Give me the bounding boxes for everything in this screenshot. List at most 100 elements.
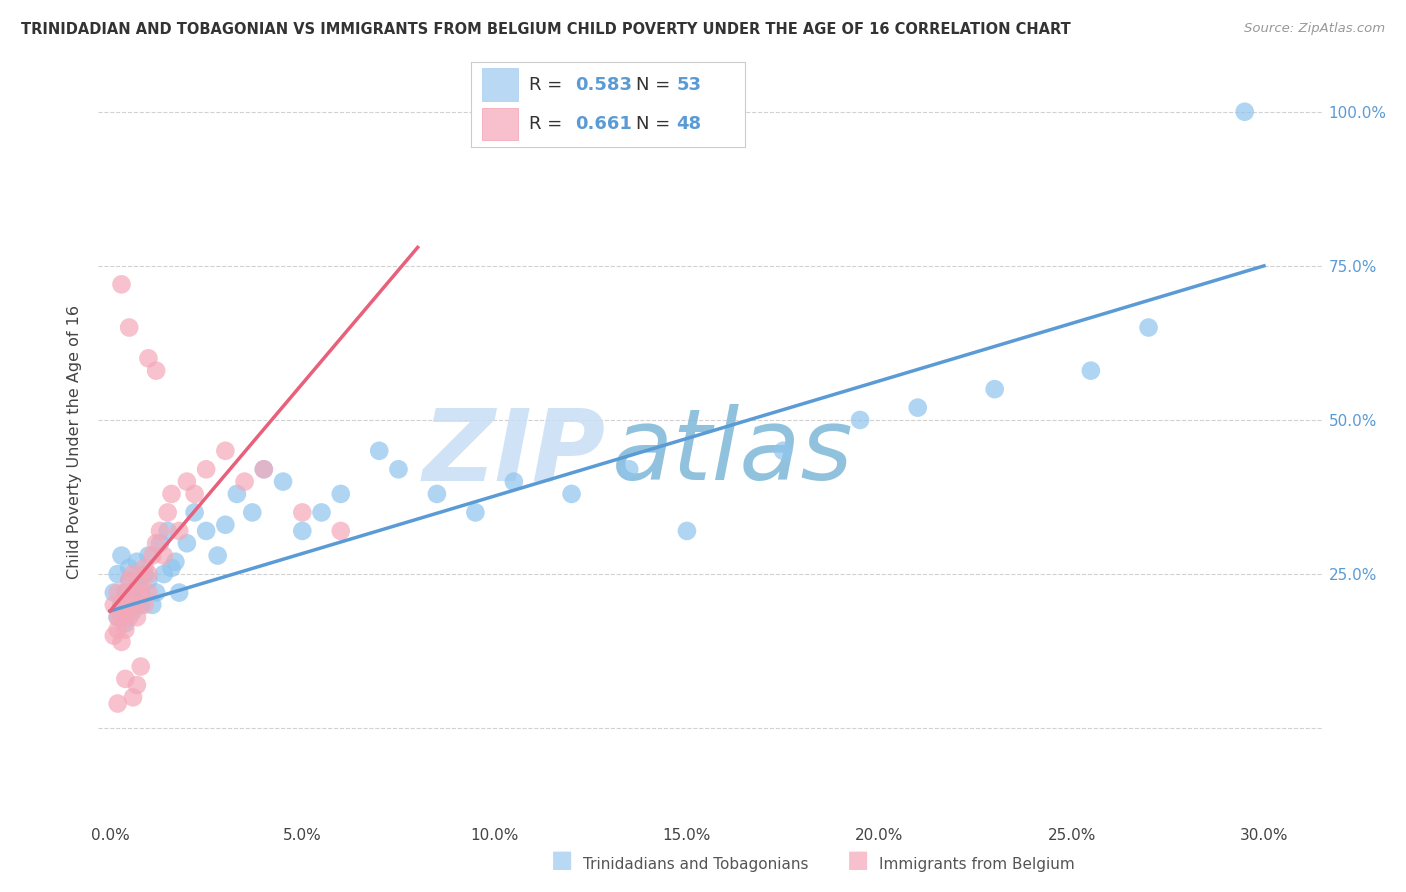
- Point: [122, 604, 145, 618]
- Text: ■: ■: [846, 848, 869, 872]
- Point: [125, 555, 148, 569]
- Point: [110, 635, 132, 649]
- Point: [271, 475, 294, 489]
- Text: Trinidadians and Tobagonians: Trinidadians and Tobagonians: [583, 857, 808, 872]
- Point: [156, 505, 179, 519]
- Bar: [482, 69, 517, 101]
- Point: [118, 561, 141, 575]
- Bar: [482, 108, 517, 140]
- Point: [103, 629, 125, 643]
- Text: atlas: atlas: [612, 404, 853, 501]
- Point: [183, 487, 205, 501]
- Point: [122, 585, 145, 599]
- Point: [103, 598, 125, 612]
- Point: [118, 573, 141, 587]
- Point: [983, 382, 1005, 396]
- Point: [156, 524, 179, 538]
- Point: [676, 524, 699, 538]
- Point: [114, 585, 136, 599]
- Point: [1080, 364, 1102, 378]
- Point: [129, 585, 152, 599]
- Point: [160, 487, 183, 501]
- Point: [329, 487, 352, 501]
- Point: [138, 567, 160, 582]
- Point: [114, 604, 136, 618]
- Text: TRINIDADIAN AND TOBAGONIAN VS IMMIGRANTS FROM BELGIUM CHILD POVERTY UNDER THE AG: TRINIDADIAN AND TOBAGONIAN VS IMMIGRANTS…: [21, 22, 1071, 37]
- Point: [134, 598, 156, 612]
- Point: [110, 598, 132, 612]
- Point: [329, 524, 352, 538]
- Point: [195, 524, 218, 538]
- Point: [107, 610, 129, 624]
- Point: [149, 536, 172, 550]
- Point: [849, 413, 872, 427]
- Point: [149, 524, 172, 538]
- Text: Source: ZipAtlas.com: Source: ZipAtlas.com: [1244, 22, 1385, 36]
- Text: ZIP: ZIP: [423, 404, 606, 501]
- Point: [118, 598, 141, 612]
- Point: [134, 561, 156, 575]
- Point: [195, 462, 218, 476]
- Point: [118, 573, 141, 587]
- Text: ■: ■: [551, 848, 574, 872]
- Text: 48: 48: [676, 115, 702, 133]
- Text: Immigrants from Belgium: Immigrants from Belgium: [879, 857, 1074, 872]
- Text: N =: N =: [636, 115, 675, 133]
- Point: [125, 598, 148, 612]
- Point: [110, 549, 132, 563]
- Point: [619, 462, 641, 476]
- Point: [214, 443, 236, 458]
- Point: [167, 585, 190, 599]
- Point: [772, 443, 794, 458]
- Point: [167, 524, 190, 538]
- Point: [145, 585, 167, 599]
- Point: [110, 610, 132, 624]
- Point: [426, 487, 449, 501]
- Point: [138, 573, 160, 587]
- Point: [225, 487, 247, 501]
- Point: [125, 579, 148, 593]
- Point: [464, 505, 486, 519]
- Point: [114, 672, 136, 686]
- Text: R =: R =: [529, 115, 568, 133]
- Point: [214, 517, 236, 532]
- Point: [253, 462, 276, 476]
- Point: [138, 549, 160, 563]
- Y-axis label: Child Poverty Under the Age of 16: Child Poverty Under the Age of 16: [67, 304, 83, 579]
- Point: [145, 536, 167, 550]
- Point: [122, 690, 145, 705]
- Point: [176, 475, 198, 489]
- Point: [129, 659, 152, 673]
- Point: [138, 585, 160, 599]
- Point: [561, 487, 583, 501]
- Point: [125, 610, 148, 624]
- Point: [311, 505, 333, 519]
- Point: [291, 505, 314, 519]
- Text: N =: N =: [636, 77, 675, 95]
- Point: [145, 364, 167, 378]
- Point: [110, 277, 132, 292]
- Point: [368, 443, 391, 458]
- Point: [118, 320, 141, 334]
- Point: [107, 567, 129, 582]
- Point: [118, 610, 141, 624]
- Point: [107, 610, 129, 624]
- Point: [153, 549, 176, 563]
- Point: [125, 678, 148, 692]
- Point: [141, 598, 163, 612]
- Point: [114, 585, 136, 599]
- Point: [240, 505, 263, 519]
- Point: [153, 567, 176, 582]
- Point: [134, 567, 156, 582]
- Text: 53: 53: [676, 77, 702, 95]
- Point: [103, 585, 125, 599]
- Point: [141, 549, 163, 563]
- Point: [138, 351, 160, 366]
- Point: [1233, 104, 1256, 119]
- Point: [107, 585, 129, 599]
- Text: R =: R =: [529, 77, 568, 95]
- Point: [114, 616, 136, 631]
- Point: [129, 585, 152, 599]
- Point: [502, 475, 524, 489]
- Point: [129, 598, 152, 612]
